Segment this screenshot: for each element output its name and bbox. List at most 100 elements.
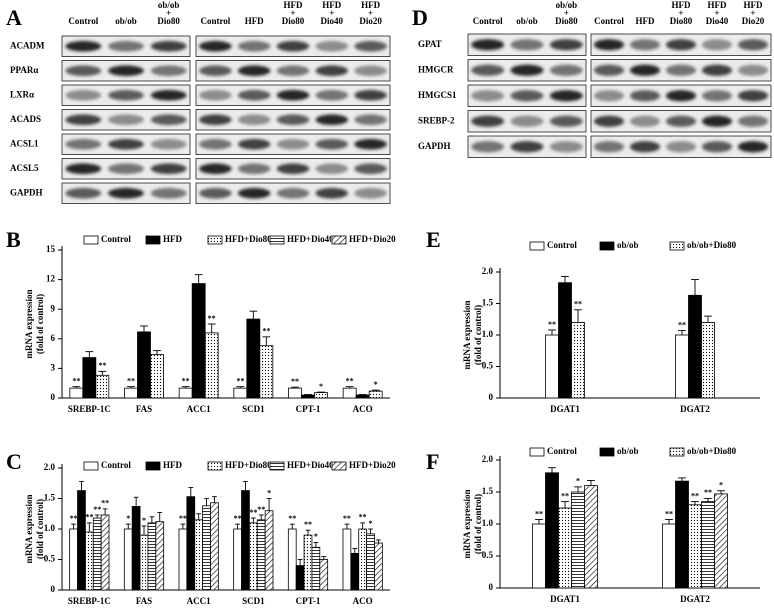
blot-band bbox=[237, 114, 271, 126]
blot-band bbox=[65, 163, 102, 175]
blot-band bbox=[737, 39, 769, 51]
bar bbox=[137, 331, 151, 399]
error-bar bbox=[207, 323, 216, 333]
x-tick-label: DGAT2 bbox=[680, 404, 710, 414]
y-tick-label: 9 bbox=[51, 303, 56, 313]
significance: ** bbox=[101, 499, 109, 508]
legend-swatch bbox=[529, 447, 545, 457]
lane-label: + bbox=[368, 8, 373, 18]
blot-band bbox=[549, 141, 583, 153]
row-label: GPAT bbox=[418, 39, 442, 49]
error-bar bbox=[212, 496, 217, 503]
lane-label: ob/ob bbox=[556, 0, 578, 10]
error-bar bbox=[704, 315, 712, 323]
significance: ** bbox=[346, 376, 354, 385]
y-tick-label: 1.5 bbox=[482, 298, 494, 308]
significance: ** bbox=[179, 514, 187, 523]
blot-band bbox=[471, 64, 505, 76]
legend-swatch bbox=[145, 461, 161, 471]
error-bar bbox=[548, 467, 556, 473]
lane-label: HFD bbox=[636, 16, 655, 26]
blot-band bbox=[354, 114, 387, 126]
bar bbox=[662, 523, 676, 589]
significance: ** bbox=[249, 508, 257, 517]
error-bar bbox=[258, 514, 264, 520]
bar bbox=[178, 528, 188, 591]
blot-band bbox=[237, 40, 271, 52]
significance: ** bbox=[127, 376, 135, 385]
error-bar bbox=[561, 501, 569, 508]
bar bbox=[124, 387, 138, 399]
y-tick-label: 2.0 bbox=[44, 462, 56, 472]
significance: ** bbox=[548, 320, 556, 329]
blot-band bbox=[199, 89, 232, 101]
significance: ** bbox=[72, 376, 80, 385]
error-bar bbox=[181, 386, 190, 389]
error-bar bbox=[250, 517, 256, 523]
bar bbox=[82, 357, 97, 399]
x-tick-label: SCD1 bbox=[242, 404, 265, 414]
lane-label: ob/ob bbox=[115, 16, 137, 26]
blot-band bbox=[276, 40, 310, 52]
blot-band bbox=[665, 64, 697, 76]
bar bbox=[139, 534, 149, 591]
blot-band bbox=[315, 138, 349, 150]
blot-band bbox=[315, 187, 349, 199]
legend-swatch bbox=[529, 241, 545, 251]
bar bbox=[558, 507, 572, 589]
lane-label: HFD bbox=[322, 0, 341, 10]
blot-band bbox=[276, 89, 310, 101]
error-bar bbox=[194, 274, 203, 284]
x-tick-label: CPT-1 bbox=[296, 596, 321, 606]
lane-label: + bbox=[166, 8, 171, 18]
bar bbox=[246, 318, 261, 399]
blot-band bbox=[471, 141, 505, 153]
blot-band bbox=[108, 40, 144, 52]
lane-label: ob/ob bbox=[516, 16, 538, 26]
significance: * bbox=[576, 477, 580, 486]
bar bbox=[259, 345, 274, 399]
legend-label: Control bbox=[101, 460, 131, 470]
error-bar bbox=[665, 519, 673, 524]
panel-label: B bbox=[6, 227, 21, 252]
blot-band bbox=[276, 65, 310, 77]
error-bar bbox=[345, 386, 354, 389]
lane-label: HFD bbox=[245, 16, 264, 26]
blot-band bbox=[593, 90, 625, 102]
bar bbox=[545, 334, 559, 399]
blot-band bbox=[150, 114, 187, 126]
blot-band bbox=[737, 115, 769, 127]
error-bar bbox=[149, 516, 155, 523]
error-bar bbox=[86, 522, 92, 533]
legend-swatch bbox=[669, 241, 685, 251]
significance: * bbox=[126, 514, 130, 523]
row-label: HMGCS1 bbox=[418, 90, 457, 100]
panel-label: C bbox=[6, 449, 22, 474]
bar bbox=[241, 490, 250, 591]
blot-band bbox=[237, 65, 271, 77]
significance: * bbox=[719, 481, 723, 490]
blot-band bbox=[199, 40, 232, 52]
blot-band bbox=[108, 114, 144, 126]
bar bbox=[210, 502, 219, 591]
lane-label: HFD bbox=[744, 0, 763, 10]
lane-label: Dio20 bbox=[359, 16, 382, 26]
significance: ** bbox=[359, 513, 367, 522]
bar bbox=[571, 321, 585, 399]
lane-label: + bbox=[564, 8, 569, 18]
blot-band bbox=[549, 90, 583, 102]
bar bbox=[366, 533, 375, 591]
blot-band bbox=[629, 64, 661, 76]
error-bar bbox=[368, 528, 373, 534]
significance: ** bbox=[93, 505, 101, 514]
y-axis-label: mRNA expression bbox=[462, 300, 472, 369]
lane-label: + bbox=[714, 8, 719, 18]
significance: * bbox=[267, 488, 271, 497]
bar bbox=[319, 559, 329, 591]
lane-label: Control bbox=[594, 16, 624, 26]
error-bar bbox=[204, 498, 209, 506]
error-bar bbox=[305, 529, 311, 536]
error-bar bbox=[157, 512, 163, 522]
significance: ** bbox=[343, 514, 351, 523]
bar bbox=[368, 390, 383, 399]
